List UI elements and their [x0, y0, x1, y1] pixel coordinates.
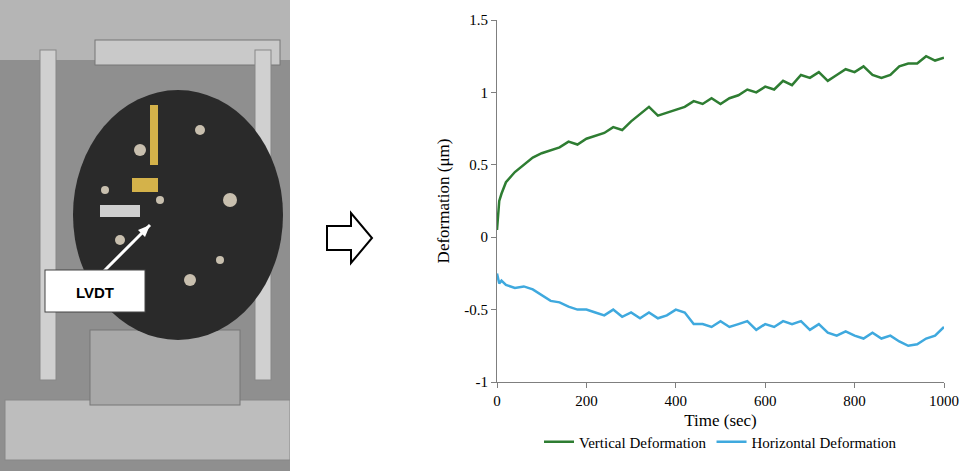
- svg-text:600: 600: [754, 393, 777, 409]
- svg-text:0: 0: [481, 229, 489, 245]
- svg-text:Horizontal Deformation: Horizontal Deformation: [752, 435, 897, 451]
- svg-text:1: 1: [481, 85, 489, 101]
- svg-text:200: 200: [575, 393, 598, 409]
- svg-text:-0.5: -0.5: [464, 302, 488, 318]
- svg-text:0.5: 0.5: [469, 157, 488, 173]
- svg-text:Time (sec): Time (sec): [684, 411, 757, 430]
- svg-text:400: 400: [665, 393, 688, 409]
- svg-text:1.5: 1.5: [469, 12, 488, 28]
- svg-text:0: 0: [493, 393, 501, 409]
- svg-text:1000: 1000: [929, 393, 959, 409]
- svg-text:-1: -1: [476, 374, 489, 390]
- svg-text:Deformation (μm): Deformation (μm): [434, 139, 453, 264]
- svg-text:800: 800: [843, 393, 866, 409]
- svg-text:LVDT: LVDT: [76, 284, 114, 301]
- svg-text:Vertical Deformation: Vertical Deformation: [579, 435, 707, 451]
